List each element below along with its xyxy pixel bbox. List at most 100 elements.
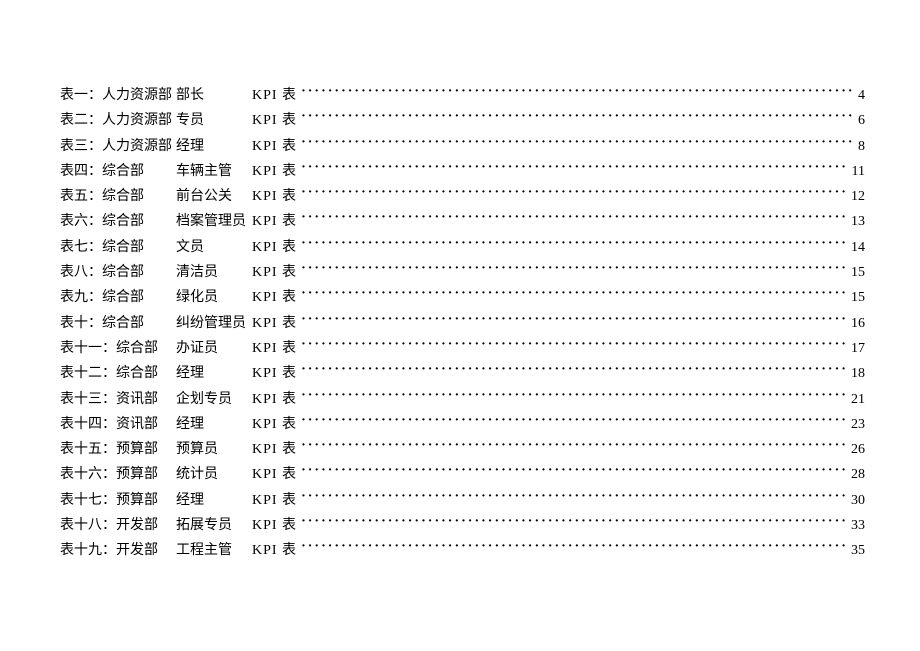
toc-role: 工程主管	[176, 544, 252, 558]
toc-kpi-suffix: KPI 表	[252, 418, 297, 432]
toc-role: 部长	[176, 89, 252, 103]
toc-page-number: 15	[848, 266, 865, 280]
toc-leader	[297, 186, 848, 200]
toc-page-number: 18	[848, 367, 865, 381]
toc-kpi-suffix: KPI 表	[252, 241, 297, 255]
toc-label: 表十五：预算部	[60, 443, 176, 457]
toc-row: 表十五：预算部预算员KPI 表 26	[60, 439, 865, 464]
toc-kpi-suffix: KPI 表	[252, 215, 297, 229]
toc-row: 表十四：资讯部经理KPI 表23	[60, 414, 865, 439]
toc-label: 表二：人力资源部	[60, 114, 176, 128]
toc-row: 表十九：开发部工程主管KPI 表35	[60, 540, 865, 565]
toc-label: 表十三：资讯部	[60, 393, 176, 407]
toc-leader	[297, 262, 848, 276]
toc-row: 表十：综合部纠纷管理员KPI 表 16	[60, 313, 865, 338]
toc-kpi-suffix: KPI 表	[252, 317, 297, 331]
toc-label: 表十八：开发部	[60, 519, 176, 533]
table-of-contents: 表一：人力资源部部长KPI 表4表二：人力资源部专员KPI 表6表三：人力资源部…	[60, 85, 865, 566]
toc-label: 表一：人力资源部	[60, 89, 176, 103]
toc-leader	[297, 287, 848, 301]
toc-label: 表十一：综合部	[60, 342, 176, 356]
toc-page-number: 14	[848, 241, 865, 255]
toc-row: 表二：人力资源部专员KPI 表 6	[60, 110, 865, 135]
toc-kpi-suffix: KPI 表	[252, 165, 297, 179]
toc-role: 经理	[176, 494, 252, 508]
toc-page-number: 26	[848, 443, 865, 457]
toc-leader	[297, 439, 848, 453]
toc-row: 表六：综合部档案管理员KPI 表 13	[60, 211, 865, 236]
toc-leader	[297, 211, 848, 225]
toc-row: 表三：人力资源部经理KPI 表 8	[60, 136, 865, 161]
toc-label: 表十九：开发部	[60, 544, 176, 558]
toc-leader	[297, 363, 848, 377]
toc-row: 表十一：综合部办证员KPI 表 17	[60, 338, 865, 363]
toc-label: 表九：综合部	[60, 291, 176, 305]
toc-page-number: 8	[855, 140, 865, 154]
toc-page-number: 28	[848, 468, 865, 482]
toc-label: 表七：综合部	[60, 241, 176, 255]
toc-page-number: 4	[855, 89, 865, 103]
toc-leader	[297, 161, 848, 175]
toc-page-number: 16	[848, 317, 865, 331]
toc-leader	[297, 85, 855, 99]
toc-kpi-suffix: KPI 表	[252, 468, 297, 482]
toc-row: 表一：人力资源部部长KPI 表 4	[60, 85, 865, 110]
toc-label: 表十二：综合部	[60, 367, 176, 381]
toc-role: 清洁员	[176, 266, 252, 280]
toc-page-number: 33	[848, 519, 865, 533]
toc-kpi-suffix: KPI 表	[252, 114, 297, 128]
toc-row: 表五：综合部前台公关KPI 表 12	[60, 186, 865, 211]
toc-kpi-suffix: KPI 表	[252, 89, 297, 103]
toc-kpi-suffix: KPI 表	[252, 393, 297, 407]
toc-leader	[297, 338, 848, 352]
toc-kpi-suffix: KPI 表	[252, 140, 297, 154]
toc-role: 经理	[176, 140, 252, 154]
toc-role: 档案管理员	[176, 215, 252, 229]
toc-page-number: 35	[848, 544, 865, 558]
toc-kpi-suffix: KPI 表	[252, 443, 297, 457]
toc-role: 办证员	[176, 342, 252, 356]
toc-role: 纠纷管理员	[176, 317, 252, 331]
toc-row: 表八：综合部清洁员KPI 表 15	[60, 262, 865, 287]
toc-kpi-suffix: KPI 表	[252, 367, 297, 381]
toc-row: 表九：综合部绿化员KPI 表15	[60, 287, 865, 312]
toc-kpi-suffix: KPI 表	[252, 190, 297, 204]
toc-page-number: 12	[848, 190, 865, 204]
toc-leader	[297, 110, 855, 124]
toc-label: 表六：综合部	[60, 215, 176, 229]
toc-label: 表十四：资讯部	[60, 418, 176, 432]
toc-page-number: 13	[848, 215, 865, 229]
toc-role: 专员	[176, 114, 252, 128]
toc-leader	[297, 136, 855, 150]
toc-label: 表十六：预算部	[60, 468, 176, 482]
toc-page-number: 17	[848, 342, 865, 356]
toc-role: 前台公关	[176, 190, 252, 204]
toc-row: 表十七：预算部经理KPI 表30	[60, 490, 865, 515]
toc-page-number: 23	[848, 418, 865, 432]
toc-label: 表三：人力资源部	[60, 140, 176, 154]
toc-row: 表十三：资讯部企划专员KPI 表 21	[60, 389, 865, 414]
toc-kpi-suffix: KPI 表	[252, 291, 297, 305]
toc-page-number: 6	[855, 114, 865, 128]
toc-kpi-suffix: KPI 表	[252, 494, 297, 508]
toc-leader	[297, 313, 848, 327]
toc-row: 表十六：预算部统计员KPI 表28	[60, 464, 865, 489]
toc-kpi-suffix: KPI 表	[252, 266, 297, 280]
toc-label: 表八：综合部	[60, 266, 176, 280]
toc-row: 表十二：综合部经理KPI 表18	[60, 363, 865, 388]
toc-page-number: 30	[848, 494, 865, 508]
toc-leader	[297, 464, 848, 478]
toc-row: 表十八：开发部拓展专员KPI 表33	[60, 515, 865, 540]
toc-label: 表十：综合部	[60, 317, 176, 331]
toc-kpi-suffix: KPI 表	[252, 342, 297, 356]
toc-role: 绿化员	[176, 291, 252, 305]
toc-leader	[297, 540, 848, 554]
toc-role: 预算员	[176, 443, 252, 457]
toc-label: 表五：综合部	[60, 190, 176, 204]
toc-leader	[297, 237, 848, 251]
toc-label: 表四：综合部	[60, 165, 176, 179]
toc-leader	[297, 490, 848, 504]
toc-role: 企划专员	[176, 393, 252, 407]
toc-page-number: 21	[848, 393, 865, 407]
toc-role: 拓展专员	[176, 519, 252, 533]
